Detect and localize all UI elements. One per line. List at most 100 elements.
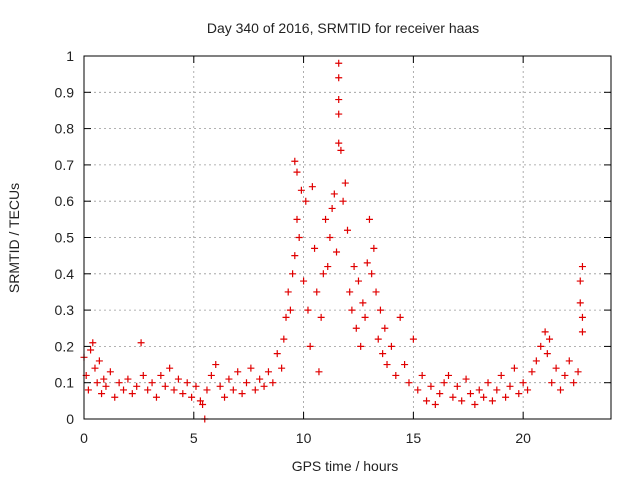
data-point xyxy=(264,368,272,376)
data-point xyxy=(111,393,119,401)
data-point xyxy=(300,277,308,285)
data-point xyxy=(225,375,233,383)
data-point xyxy=(120,386,128,394)
data-point xyxy=(166,364,174,372)
data-point xyxy=(183,379,191,387)
data-point xyxy=(528,368,536,376)
data-point xyxy=(302,197,310,205)
data-point xyxy=(471,400,479,408)
data-point xyxy=(475,386,483,394)
data-point xyxy=(304,306,312,314)
data-point xyxy=(256,375,264,383)
data-point xyxy=(493,386,501,394)
data-point xyxy=(510,364,518,372)
data-point xyxy=(317,313,325,321)
data-point xyxy=(207,371,215,379)
data-point xyxy=(431,400,439,408)
data-point xyxy=(174,375,182,383)
x-axis-title: GPS time / hours xyxy=(292,458,399,474)
y-axis-title: SRMTID / TECUs xyxy=(6,183,22,293)
data-point xyxy=(333,248,341,256)
data-point xyxy=(396,313,404,321)
data-point xyxy=(548,379,556,387)
data-point xyxy=(383,361,391,369)
data-point xyxy=(576,299,584,307)
data-point xyxy=(196,397,204,405)
data-point xyxy=(278,364,286,372)
data-point xyxy=(552,364,560,372)
data-point xyxy=(100,375,108,383)
data-point xyxy=(368,270,376,278)
y-tick-label: 0.1 xyxy=(55,375,75,391)
data-point xyxy=(445,371,453,379)
data-point xyxy=(570,379,578,387)
data-point xyxy=(436,390,444,398)
data-point xyxy=(462,375,470,383)
data-point xyxy=(341,179,349,187)
data-point xyxy=(414,386,422,394)
data-point xyxy=(308,183,316,191)
data-point xyxy=(234,368,242,376)
data-point xyxy=(376,306,384,314)
data-point xyxy=(328,204,336,212)
data-point xyxy=(289,270,297,278)
data-point xyxy=(484,379,492,387)
data-point xyxy=(346,288,354,296)
data-point xyxy=(335,110,343,118)
y-tick-label: 0.8 xyxy=(55,121,75,137)
y-tick-label: 1 xyxy=(66,48,74,64)
x-tick-label: 20 xyxy=(515,430,531,446)
data-point xyxy=(337,146,345,154)
data-point xyxy=(319,270,327,278)
data-point xyxy=(440,379,448,387)
data-markers xyxy=(80,59,586,423)
data-point xyxy=(311,244,319,252)
data-point xyxy=(251,386,259,394)
data-point xyxy=(453,382,461,390)
data-point xyxy=(124,375,132,383)
data-point xyxy=(405,379,413,387)
data-point xyxy=(578,328,586,336)
data-point xyxy=(139,371,147,379)
grid xyxy=(84,56,611,419)
data-point xyxy=(106,368,114,376)
data-point xyxy=(372,288,380,296)
data-point xyxy=(247,364,255,372)
plot-frame xyxy=(83,55,612,420)
data-point xyxy=(157,371,165,379)
data-point xyxy=(359,299,367,307)
data-point xyxy=(363,259,371,267)
data-point xyxy=(370,244,378,252)
data-point xyxy=(291,252,299,260)
data-point xyxy=(387,342,395,350)
data-point xyxy=(148,379,156,387)
data-point xyxy=(102,382,110,390)
data-point xyxy=(192,382,200,390)
data-point xyxy=(543,350,551,358)
data-point xyxy=(212,361,220,369)
x-tick-label: 15 xyxy=(406,430,422,446)
data-point xyxy=(229,386,237,394)
data-point xyxy=(238,390,246,398)
data-point xyxy=(556,386,564,394)
data-point xyxy=(115,379,123,387)
data-point xyxy=(578,263,586,271)
data-point xyxy=(524,386,532,394)
data-point xyxy=(466,390,474,398)
data-point xyxy=(93,379,101,387)
data-point xyxy=(361,313,369,321)
data-point xyxy=(357,342,365,350)
data-point xyxy=(409,335,417,343)
data-point xyxy=(344,226,351,234)
data-point xyxy=(188,393,196,401)
data-point xyxy=(203,386,211,394)
data-point xyxy=(541,328,549,336)
data-point xyxy=(427,382,435,390)
data-point xyxy=(326,234,334,241)
data-point xyxy=(144,386,152,394)
data-point xyxy=(216,382,224,390)
data-point xyxy=(313,288,321,296)
data-point xyxy=(354,277,362,285)
